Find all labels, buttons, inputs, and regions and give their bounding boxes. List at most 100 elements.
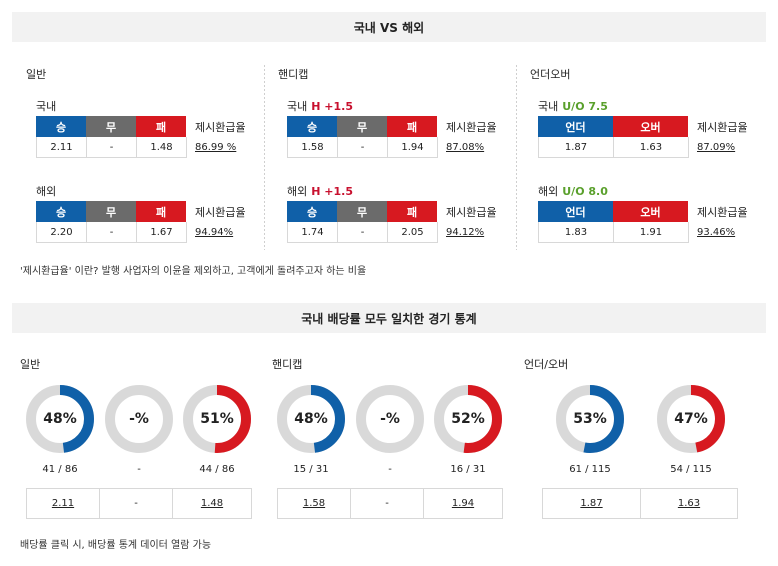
odds-draw: - xyxy=(87,222,137,242)
stats-title-handicap: 핸디캡 xyxy=(272,358,303,371)
odds-win: 1.58 xyxy=(288,137,338,157)
donut-ring xyxy=(434,385,502,453)
header-loss: 패 xyxy=(387,116,437,137)
odds-table-general-domestic: 승 무 패 2.11 - 1.48 제시환급율 86.99 % xyxy=(36,116,246,158)
label-text: 국내 xyxy=(538,100,559,113)
underover-line: U/O 8.0 xyxy=(562,185,608,198)
count-win: 41 / 86 xyxy=(42,464,78,475)
label-text: 해외 xyxy=(287,185,308,198)
donut-chart-loss: 52% xyxy=(434,385,502,453)
return-rate-value: 86.99 % xyxy=(195,142,237,153)
donut-percent: 53% xyxy=(573,411,607,427)
header-draw: 무 xyxy=(337,116,387,137)
donut-chart-draw: -% xyxy=(105,385,173,453)
donut-ring xyxy=(277,385,345,453)
header-draw: 무 xyxy=(86,116,136,137)
return-rate-value: 93.46% xyxy=(697,227,736,238)
underover-line: U/O 7.5 xyxy=(562,100,608,113)
label-text: 해외 xyxy=(538,185,559,198)
stats-title-general: 일반 xyxy=(20,358,41,371)
donut-percent: 47% xyxy=(674,411,708,427)
label-overseas: 해외 U/O 8.0 xyxy=(538,183,608,199)
donut-chart-over: 47% xyxy=(657,385,725,453)
odds-loss: 1.94 xyxy=(388,137,438,157)
section-header-domestic-vs-overseas: 국내 VS 해외 xyxy=(12,12,766,42)
donut-arc xyxy=(434,385,502,453)
odds-link-win[interactable]: 1.58 xyxy=(278,489,351,518)
odds-win: 1.74 xyxy=(288,222,338,242)
return-rate-label: 제시환급율 xyxy=(446,205,497,219)
donut-percent: 52% xyxy=(451,411,485,427)
header-win: 승 xyxy=(287,201,337,222)
odds-click-note: 배당률 클릭 시, 배당률 통계 데이터 열람 가능 xyxy=(20,540,212,551)
header-win: 승 xyxy=(36,116,86,137)
label-domestic: 국내 H +1.5 xyxy=(287,98,353,114)
label-text: 국내 xyxy=(36,100,57,113)
odds-loss: 1.48 xyxy=(137,137,187,157)
donut-chart-loss: 51% xyxy=(183,385,251,453)
odds-over: 1.91 xyxy=(614,222,689,242)
header-draw: 무 xyxy=(337,201,387,222)
donut-percent: 51% xyxy=(200,411,234,427)
stats-title-underover: 언더/오버 xyxy=(524,358,569,371)
column-divider xyxy=(516,65,517,250)
odds-stat-row-handicap: 1.58 - 1.94 xyxy=(277,488,503,519)
header-win: 승 xyxy=(287,116,337,137)
odds-under: 1.87 xyxy=(539,137,614,157)
return-rate-value: 94.12% xyxy=(446,227,485,238)
header-under: 언더 xyxy=(538,201,613,222)
odds-link-loss[interactable]: 1.94 xyxy=(451,498,475,509)
odds-draw: - xyxy=(351,489,424,518)
odds-table-handicap-domestic: 승 무 패 1.58 - 1.94 제시환급율 87.08% xyxy=(287,116,497,158)
section-title: 국내 배당률 모두 일치한 경기 통계 xyxy=(301,311,477,326)
return-rate-note: '제시환급율' 이란? 발행 사업자의 이윤을 제외하고, 고객에게 돌려주고자… xyxy=(20,266,367,277)
label-domestic: 국내 U/O 7.5 xyxy=(538,98,608,114)
section-header-match-stats: 국내 배당률 모두 일치한 경기 통계 xyxy=(12,303,766,333)
donut-arc xyxy=(556,385,624,453)
odds-table-underover-overseas: 언더 오버 1.83 1.91 제시환급율 93.46% xyxy=(538,201,748,243)
donut-arc xyxy=(26,385,94,453)
odds-link-over[interactable]: 1.63 xyxy=(677,498,701,509)
return-rate-value: 87.08% xyxy=(446,142,485,153)
donut-ring xyxy=(356,385,424,453)
count-draw: - xyxy=(388,464,392,475)
count-under: 61 / 115 xyxy=(569,464,611,475)
return-rate-label: 제시환급율 xyxy=(195,120,246,134)
donut-percent: 48% xyxy=(294,411,328,427)
odds-table-general-overseas: 승 무 패 2.20 - 1.67 제시환급율 94.94% xyxy=(36,201,246,243)
return-rate-label: 제시환급율 xyxy=(697,120,748,134)
odds-win: 2.11 xyxy=(37,137,87,157)
header-loss: 패 xyxy=(387,201,437,222)
return-rate-value: 94.94% xyxy=(195,227,234,238)
donut-chart-win: 48% xyxy=(26,385,94,453)
column-divider xyxy=(264,65,265,250)
donut-chart-draw: -% xyxy=(356,385,424,453)
section-title: 국내 VS 해외 xyxy=(353,20,425,35)
odds-draw: - xyxy=(338,222,388,242)
count-loss: 44 / 86 xyxy=(199,464,235,475)
odds-loss: 2.05 xyxy=(388,222,438,242)
label-text: 국내 xyxy=(287,100,308,113)
donut-chart-under: 53% xyxy=(556,385,624,453)
label-domestic: 국내 xyxy=(36,98,56,114)
label-text: 해외 xyxy=(36,185,57,198)
return-rate-value: 87.09% xyxy=(697,142,736,153)
return-rate-label: 제시환급율 xyxy=(195,205,246,219)
odds-link-loss[interactable]: 1.48 xyxy=(200,498,224,509)
col-title-handicap: 핸디캡 xyxy=(278,68,309,81)
handicap-line: H +1.5 xyxy=(311,100,353,113)
odds-link-under[interactable]: 1.87 xyxy=(543,489,641,518)
col-title-underover: 언더오버 xyxy=(530,68,571,81)
header-draw: 무 xyxy=(86,201,136,222)
header-loss: 패 xyxy=(136,201,186,222)
odds-draw: - xyxy=(100,489,173,518)
odds-under: 1.83 xyxy=(539,222,614,242)
donut-percent: -% xyxy=(129,411,149,427)
handicap-line: H +1.5 xyxy=(311,185,353,198)
label-overseas: 해외 H +1.5 xyxy=(287,183,353,199)
count-draw: - xyxy=(137,464,141,475)
count-loss: 16 / 31 xyxy=(450,464,486,475)
col-title-general: 일반 xyxy=(26,68,47,81)
donut-percent: 48% xyxy=(43,411,77,427)
odds-link-win[interactable]: 2.11 xyxy=(27,489,100,518)
